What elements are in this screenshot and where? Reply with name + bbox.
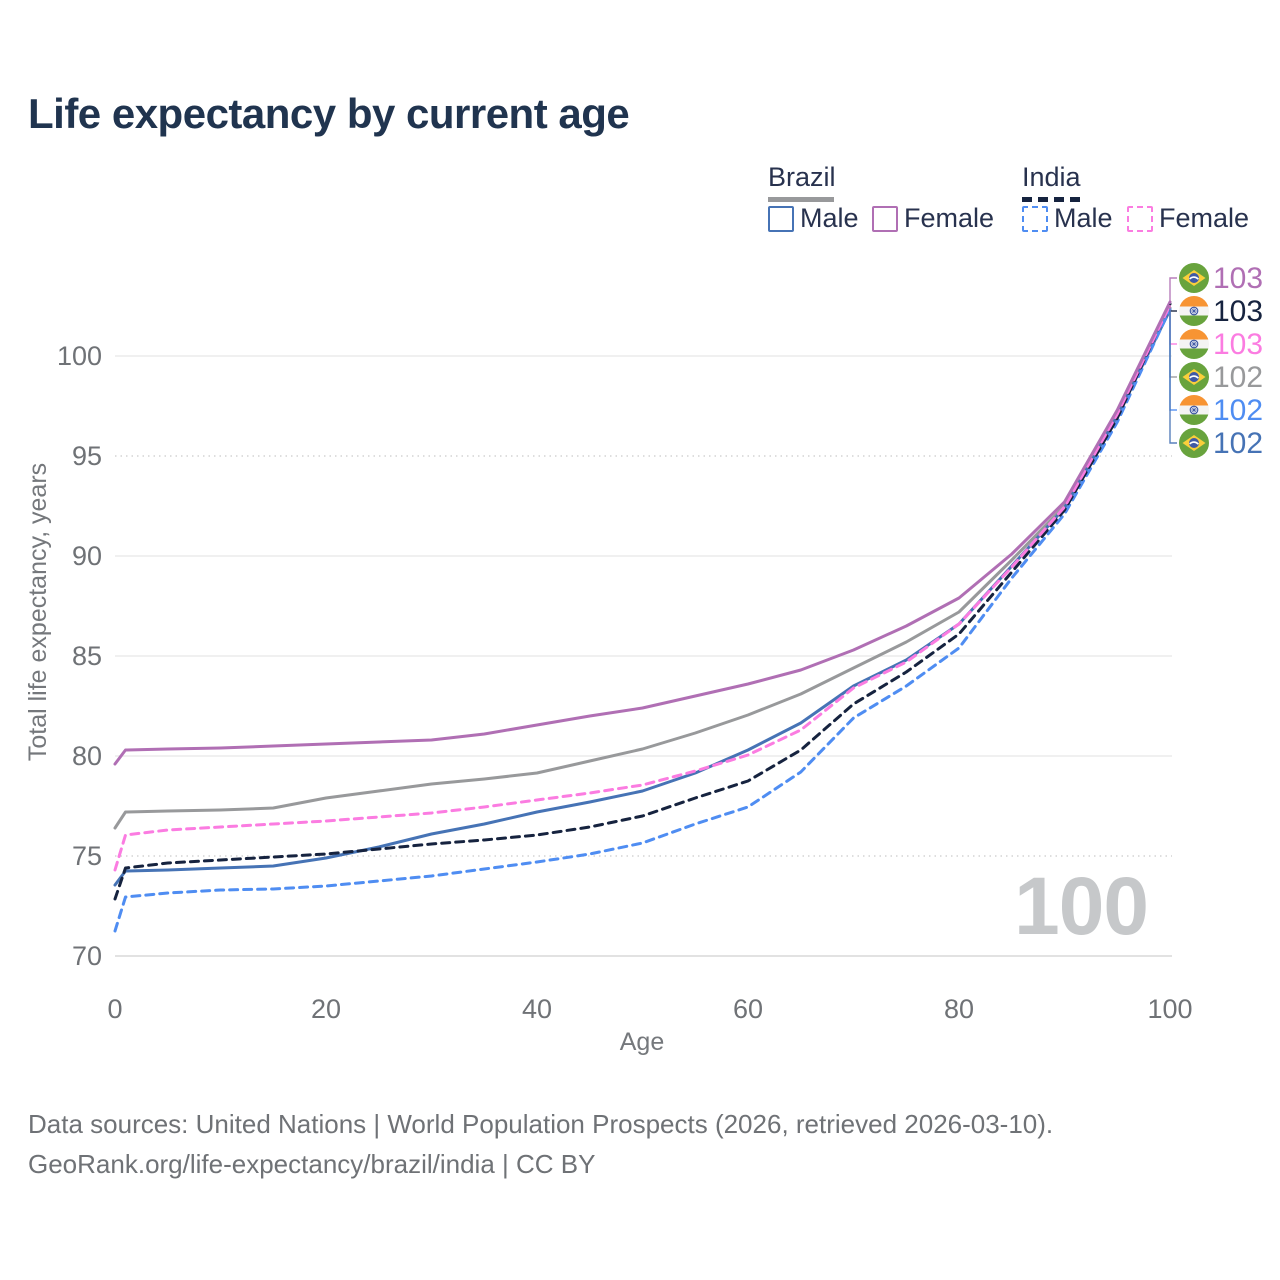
india-flag-icon <box>1179 329 1209 359</box>
legend-item-label: Female <box>1159 203 1250 233</box>
y-tick-label-75: 75 <box>72 841 102 871</box>
legend-checkbox-india-male[interactable] <box>1022 205 1048 232</box>
x-axis-title: Age <box>620 1028 664 1056</box>
end-label-value-brazil-both-sexes: 102 <box>1213 361 1263 394</box>
india-flag-icon <box>1179 395 1209 425</box>
legend-item-brazil-female[interactable]: Female <box>872 203 994 234</box>
end-label-leader-brazil-both-sexes <box>1169 308 1177 378</box>
y-tick-label-100: 100 <box>57 341 102 371</box>
end-label-value-india-male: 102 <box>1213 394 1263 427</box>
footer-line-1: Data sources: United Nations | World Pop… <box>28 1109 1054 1139</box>
legend-item-label: Male <box>800 203 859 233</box>
legend-item-brazil-male[interactable]: Male <box>768 203 859 234</box>
brazil-flag-icon <box>1179 428 1209 458</box>
end-label-leader-brazil-male <box>1169 310 1177 444</box>
y-tick-label-80: 80 <box>72 741 102 771</box>
y-axis-title: Total life expectancy, years <box>24 463 52 761</box>
page-title: Life expectancy by current age <box>28 90 630 137</box>
x-tick-label-100: 100 <box>1147 994 1192 1024</box>
india-flag-icon <box>1179 296 1209 326</box>
y-tick-label-85: 85 <box>72 641 102 671</box>
end-label-value-brazil-female: 103 <box>1213 262 1263 295</box>
legend-item-label: Female <box>904 203 995 233</box>
series-line-india-female[interactable] <box>113 303 1172 872</box>
end-label-value-brazil-male: 102 <box>1213 427 1263 460</box>
legend-india-underline <box>1022 197 1080 202</box>
x-tick-label-40: 40 <box>522 994 552 1024</box>
series-line-india-male[interactable] <box>113 307 1172 933</box>
end-label-value-india-both-sexes: 103 <box>1213 295 1263 328</box>
x-tick-label-80: 80 <box>944 994 974 1024</box>
legend-group-brazil[interactable]: Brazil <box>768 162 836 202</box>
y-tick-label-95: 95 <box>72 441 102 471</box>
x-tick-label-60: 60 <box>733 994 763 1024</box>
series-line-india-both-sexes[interactable] <box>113 302 1172 901</box>
legend-item-india-female[interactable]: Female <box>1127 203 1249 234</box>
legend-item-india-male[interactable]: Male <box>1022 203 1113 234</box>
legend-india-label: India <box>1022 162 1081 192</box>
legend-checkbox-brazil-male[interactable] <box>768 205 794 232</box>
legend-checkbox-india-female[interactable] <box>1127 205 1153 232</box>
series-line-brazil-male[interactable] <box>113 308 1172 887</box>
series-line-brazil-female[interactable] <box>113 300 1172 766</box>
footer: Data sources: United Nations | World Pop… <box>28 1104 1053 1184</box>
legend-item-label: Male <box>1054 203 1113 233</box>
end-label-leader-india-male <box>1169 309 1177 411</box>
legend-checkbox-brazil-female[interactable] <box>872 205 898 232</box>
x-tick-label-20: 20 <box>311 994 341 1024</box>
brazil-flag-icon <box>1179 263 1209 293</box>
legend-brazil-label: Brazil <box>768 162 836 192</box>
x-tick-label-0: 0 <box>107 994 122 1024</box>
legend-brazil-underline <box>768 197 834 202</box>
legend-group-india[interactable]: India <box>1022 162 1081 202</box>
brazil-flag-icon <box>1179 362 1209 392</box>
series-line-brazil-both-sexes[interactable] <box>113 306 1172 830</box>
end-label-leader-brazil-female <box>1169 277 1177 302</box>
end-label-value-india-female: 103 <box>1213 328 1263 361</box>
y-tick-label-70: 70 <box>72 941 102 971</box>
age-watermark: 100 <box>1014 861 1149 952</box>
y-tick-label-90: 90 <box>72 541 102 571</box>
footer-line-2: GeoRank.org/life-expectancy/brazil/india… <box>28 1149 596 1179</box>
